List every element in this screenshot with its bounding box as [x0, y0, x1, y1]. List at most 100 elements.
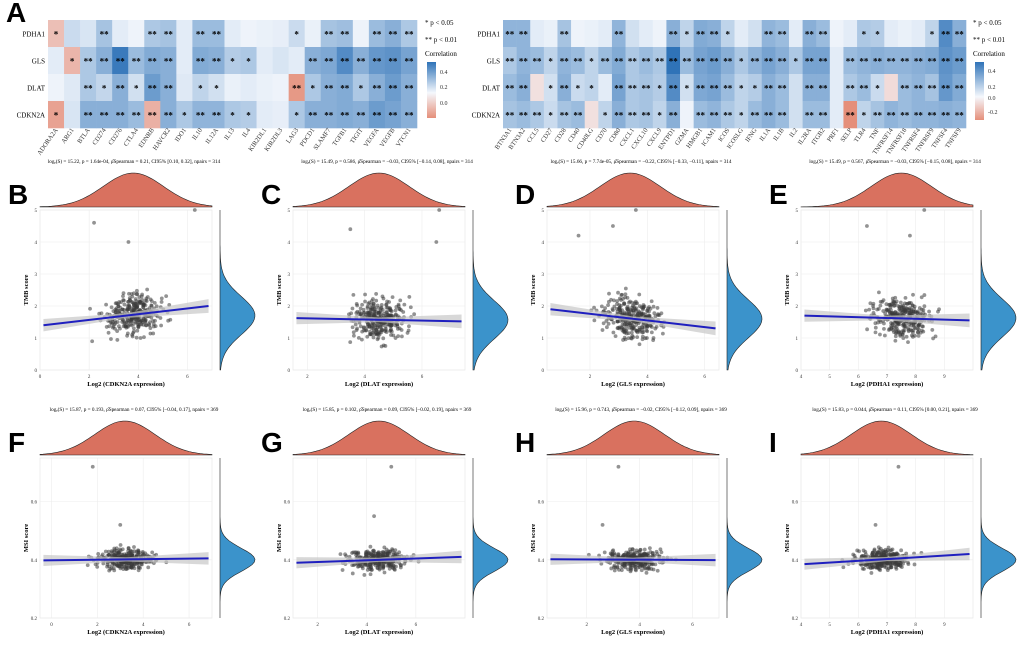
data-point — [896, 464, 901, 469]
data-point — [393, 308, 398, 313]
data-point — [348, 227, 353, 232]
heat-cell — [144, 47, 161, 75]
sig-star: ** — [132, 111, 142, 121]
data-point — [372, 514, 376, 519]
data-point — [109, 337, 113, 341]
heat-cell — [802, 74, 817, 102]
data-point — [634, 548, 639, 553]
data-point — [125, 318, 130, 323]
data-point — [140, 300, 145, 305]
heat-cell — [557, 20, 572, 48]
data-point — [128, 549, 133, 554]
heat-cell — [897, 47, 912, 75]
sig-star: ** — [778, 57, 788, 67]
heat-cell — [666, 20, 681, 48]
data-point — [112, 548, 117, 553]
data-point — [154, 304, 159, 309]
sig-star: ** — [805, 84, 815, 94]
data-point — [868, 301, 873, 306]
data-point — [125, 307, 130, 312]
column-label-ICAM1: ICAM1 — [700, 127, 717, 148]
sig-star: * — [753, 84, 758, 94]
column-label-IL13: IL13 — [223, 127, 236, 141]
scatter-panel-F: logₑ(S) = 15.87, p = 0.193, ρ̂Spearman =… — [8, 406, 256, 636]
sig-star: ** — [778, 30, 788, 40]
y-tick-label: 1 — [542, 337, 545, 342]
data-point — [108, 567, 113, 571]
y-tick-label: 3 — [288, 273, 291, 278]
data-point — [611, 224, 615, 228]
column-label-CD28: CD28 — [553, 127, 568, 144]
column-label-TGFB1: TGFB1 — [331, 127, 348, 147]
sig-star: ** — [164, 84, 174, 94]
y-tick-label: 0.4 — [31, 559, 38, 564]
data-point — [620, 322, 625, 327]
sig-star: ** — [859, 57, 869, 67]
data-point — [100, 552, 105, 557]
data-point — [651, 304, 656, 309]
data-point — [898, 300, 903, 305]
column-label-TNF: TNF — [868, 127, 881, 141]
colorbar-tick: 0.2 — [440, 85, 448, 91]
stats-text: logₑ(S) = 15.83, p = 0.044, ρ̂Spearman =… — [812, 406, 978, 413]
data-point — [434, 240, 439, 244]
data-point — [626, 322, 630, 327]
data-point — [149, 303, 154, 308]
sig-star: ** — [100, 111, 110, 121]
data-point — [890, 547, 895, 552]
data-point — [865, 224, 869, 228]
data-point — [399, 308, 403, 313]
sig-star: ** — [628, 111, 638, 121]
data-point — [397, 550, 402, 555]
sig-note-1: * p < 0.05 — [425, 19, 454, 27]
data-point — [861, 548, 866, 553]
data-point — [375, 303, 380, 308]
x-density-curve — [39, 172, 213, 208]
heat-cell — [925, 47, 940, 75]
x-tick-label: 4 — [646, 375, 649, 380]
data-point — [645, 336, 649, 340]
sig-star: ** — [164, 111, 174, 121]
heat-cell — [788, 101, 803, 129]
data-point — [127, 291, 131, 296]
sig-star: ** — [859, 84, 869, 94]
heat-cell — [320, 101, 338, 129]
data-point — [363, 299, 367, 304]
data-point — [405, 331, 410, 335]
x-tick-label: 0 — [50, 623, 53, 628]
y-tick-label: 0.2 — [31, 617, 38, 622]
data-point — [882, 327, 886, 331]
data-point — [351, 563, 356, 568]
data-point — [886, 562, 891, 566]
data-point — [600, 328, 605, 332]
heat-cell — [938, 74, 953, 102]
data-point — [131, 331, 135, 335]
heat-cell — [80, 101, 97, 129]
sig-star: ** — [324, 111, 334, 121]
plot-area — [546, 457, 720, 619]
data-point — [350, 325, 355, 330]
heat-cell — [503, 47, 517, 75]
heat-cell — [128, 20, 145, 48]
sig-star: * — [198, 84, 203, 94]
data-point — [397, 326, 402, 331]
data-point — [389, 323, 394, 327]
heat-cell — [256, 20, 273, 48]
y-tick-label: 4 — [288, 241, 291, 246]
heat-cell — [857, 47, 871, 75]
data-point — [901, 336, 906, 340]
sig-star: * — [930, 30, 935, 40]
data-point — [398, 298, 403, 303]
heat-cell — [336, 74, 354, 102]
y-density-curve — [980, 210, 1017, 371]
data-point — [613, 334, 618, 339]
heat-cell — [802, 20, 817, 48]
heat-cell — [240, 101, 257, 129]
heat-cell — [208, 74, 225, 102]
heat-cell — [734, 74, 749, 102]
sig-star: ** — [819, 30, 829, 40]
data-point — [351, 330, 356, 335]
data-point — [915, 326, 920, 331]
sig-star: ** — [805, 57, 815, 67]
